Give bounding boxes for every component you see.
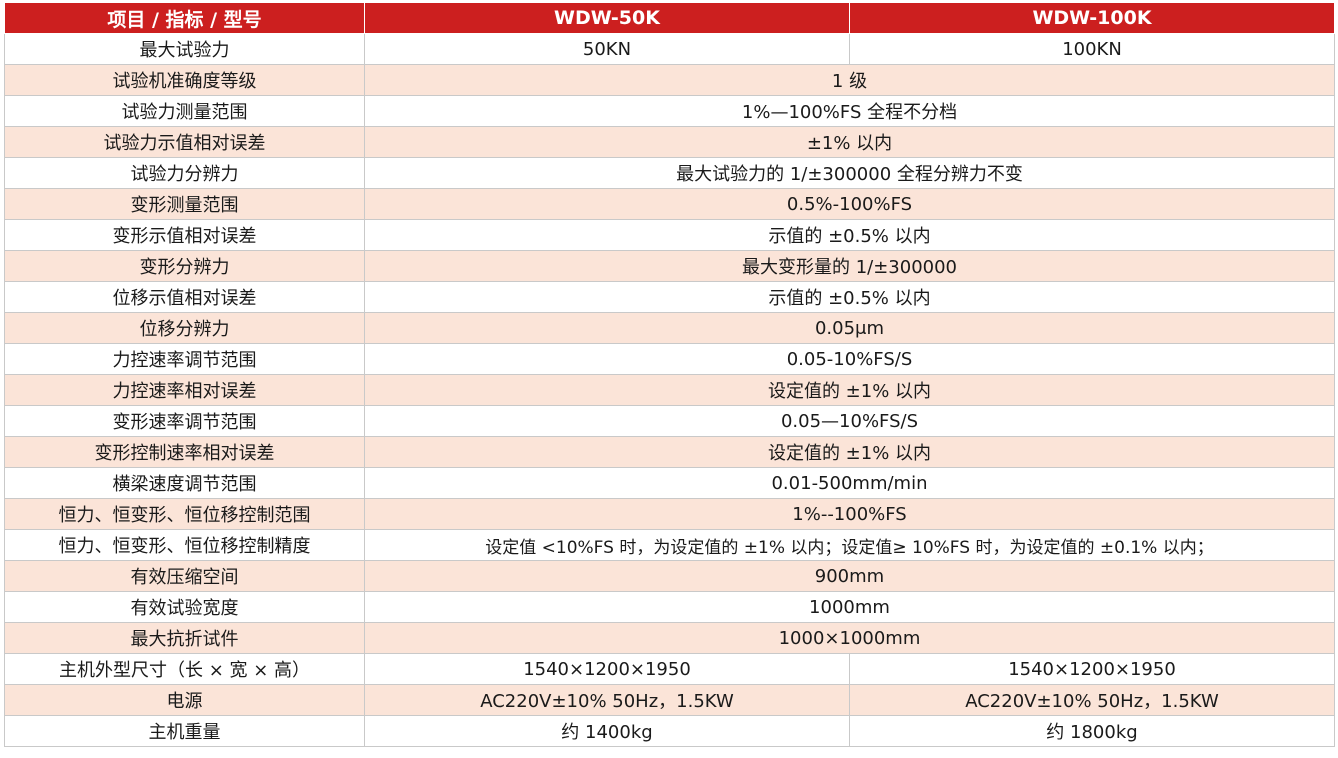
spec-table-header: 项目 / 指标 / 型号 WDW-50K WDW-100K: [4, 2, 1335, 34]
row-value-100k: 100KN: [849, 33, 1335, 65]
row-value: 示值的 ±0.5% 以内: [364, 281, 1335, 313]
row-label: 位移分辨力: [4, 312, 365, 344]
row-value: 0.05—10%FS/S: [364, 405, 1335, 437]
row-value: 最大试验力的 1/±300000 全程分辨力不变: [364, 157, 1335, 189]
row-value-100k: AC220V±10% 50Hz，1.5KW: [849, 684, 1335, 716]
row-label: 力控速率调节范围: [4, 343, 365, 375]
table-row: 变形速率调节范围 0.05—10%FS/S: [4, 405, 1335, 437]
row-label: 位移示值相对误差: [4, 281, 365, 313]
row-label: 变形分辨力: [4, 250, 365, 282]
row-value: 1000×1000mm: [364, 622, 1335, 654]
table-row: 试验力示值相对误差 ±1% 以内: [4, 126, 1335, 158]
row-value: 900mm: [364, 560, 1335, 592]
row-label: 力控速率相对误差: [4, 374, 365, 406]
table-row: 变形分辨力 最大变形量的 1/±300000: [4, 250, 1335, 282]
table-row: 力控速率相对误差 设定值的 ±1% 以内: [4, 374, 1335, 406]
table-row: 试验力测量范围 1%—100%FS 全程不分档: [4, 95, 1335, 127]
row-label: 变形速率调节范围: [4, 405, 365, 437]
table-row: 恒力、恒变形、恒位移控制精度 设定值 <10%FS 时，为设定值的 ±1% 以内…: [4, 529, 1335, 561]
table-row: 最大试验力 50KN 100KN: [4, 33, 1335, 65]
table-row: 电源 AC220V±10% 50Hz，1.5KW AC220V±10% 50Hz…: [4, 684, 1335, 716]
row-value: 0.05μm: [364, 312, 1335, 344]
table-row: 恒力、恒变形、恒位移控制范围 1%--100%FS: [4, 498, 1335, 530]
row-label: 变形示值相对误差: [4, 219, 365, 251]
row-label: 试验力示值相对误差: [4, 126, 365, 158]
table-row: 最大抗折试件 1000×1000mm: [4, 622, 1335, 654]
row-label: 试验机准确度等级: [4, 64, 365, 96]
row-label: 有效试验宽度: [4, 591, 365, 623]
row-value: 1 级: [364, 64, 1335, 96]
row-value-50k: 1540×1200×1950: [364, 653, 850, 685]
header-item: 项目 / 指标 / 型号: [4, 2, 365, 34]
header-model-100k: WDW-100K: [849, 2, 1335, 34]
row-value-50k: 约 1400kg: [364, 715, 850, 747]
row-value: 设定值 <10%FS 时，为设定值的 ±1% 以内；设定值≥ 10%FS 时，为…: [364, 529, 1335, 561]
row-value-100k: 1540×1200×1950: [849, 653, 1335, 685]
row-label: 变形测量范围: [4, 188, 365, 220]
row-value-100k: 约 1800kg: [849, 715, 1335, 747]
table-row: 主机外型尺寸（长 × 宽 × 高） 1540×1200×1950 1540×12…: [4, 653, 1335, 685]
table-row: 横梁速度调节范围 0.01-500mm/min: [4, 467, 1335, 499]
row-value-50k: AC220V±10% 50Hz，1.5KW: [364, 684, 850, 716]
row-label: 横梁速度调节范围: [4, 467, 365, 499]
table-row: 位移分辨力 0.05μm: [4, 312, 1335, 344]
table-row: 试验机准确度等级 1 级: [4, 64, 1335, 96]
row-value: 设定值的 ±1% 以内: [364, 374, 1335, 406]
row-label: 主机重量: [4, 715, 365, 747]
row-label: 试验力分辨力: [4, 157, 365, 189]
header-model-50k: WDW-50K: [364, 2, 850, 34]
row-label: 变形控制速率相对误差: [4, 436, 365, 468]
row-value: 0.01-500mm/min: [364, 467, 1335, 499]
row-value: 1000mm: [364, 591, 1335, 623]
row-value: 示值的 ±0.5% 以内: [364, 219, 1335, 251]
table-row: 变形示值相对误差 示值的 ±0.5% 以内: [4, 219, 1335, 251]
table-row: 有效试验宽度 1000mm: [4, 591, 1335, 623]
table-row: 变形控制速率相对误差 设定值的 ±1% 以内: [4, 436, 1335, 468]
row-value: 0.5%-100%FS: [364, 188, 1335, 220]
spec-table: 项目 / 指标 / 型号 WDW-50K WDW-100K 最大试验力 50KN…: [4, 2, 1335, 747]
spec-table-body: 最大试验力 50KN 100KN 试验机准确度等级 1 级 试验力测量范围 1%…: [4, 33, 1335, 747]
row-value: ±1% 以内: [364, 126, 1335, 158]
row-value: 最大变形量的 1/±300000: [364, 250, 1335, 282]
row-label: 试验力测量范围: [4, 95, 365, 127]
row-value: 1%--100%FS: [364, 498, 1335, 530]
table-row: 力控速率调节范围 0.05-10%FS/S: [4, 343, 1335, 375]
row-value: 1%—100%FS 全程不分档: [364, 95, 1335, 127]
table-row: 变形测量范围 0.5%-100%FS: [4, 188, 1335, 220]
row-label: 恒力、恒变形、恒位移控制范围: [4, 498, 365, 530]
table-row: 位移示值相对误差 示值的 ±0.5% 以内: [4, 281, 1335, 313]
row-label: 有效压缩空间: [4, 560, 365, 592]
row-label: 电源: [4, 684, 365, 716]
row-value-50k: 50KN: [364, 33, 850, 65]
row-label: 最大试验力: [4, 33, 365, 65]
table-row: 有效压缩空间 900mm: [4, 560, 1335, 592]
row-label: 最大抗折试件: [4, 622, 365, 654]
row-value: 0.05-10%FS/S: [364, 343, 1335, 375]
table-row: 试验力分辨力 最大试验力的 1/±300000 全程分辨力不变: [4, 157, 1335, 189]
table-row: 主机重量 约 1400kg 约 1800kg: [4, 715, 1335, 747]
row-label: 主机外型尺寸（长 × 宽 × 高）: [4, 653, 365, 685]
header-row: 项目 / 指标 / 型号 WDW-50K WDW-100K: [4, 2, 1335, 34]
row-value: 设定值的 ±1% 以内: [364, 436, 1335, 468]
row-label: 恒力、恒变形、恒位移控制精度: [4, 529, 365, 561]
